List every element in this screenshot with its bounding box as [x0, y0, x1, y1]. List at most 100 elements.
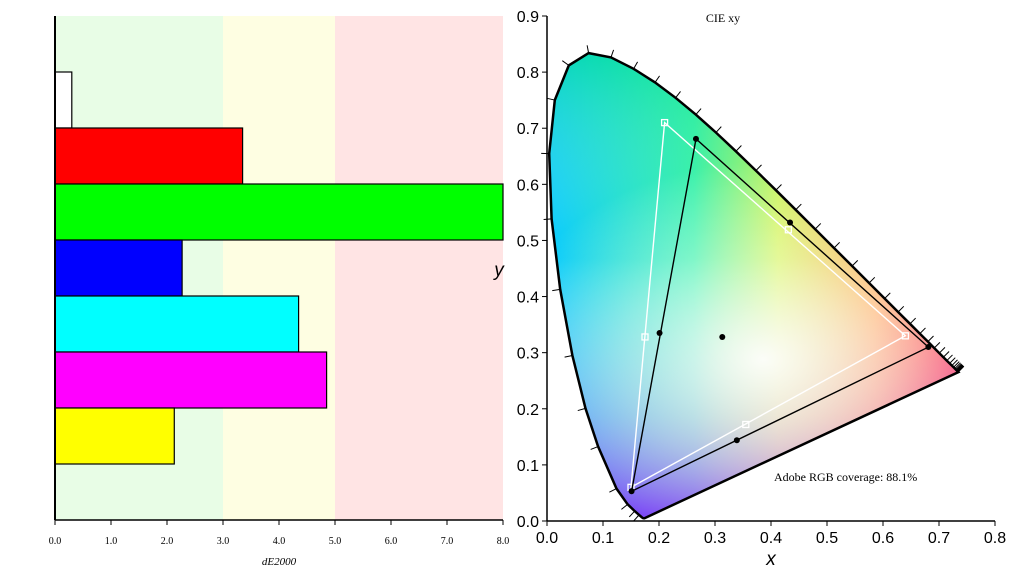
wavelength-tick [715, 126, 722, 133]
cie-y-label: y [492, 260, 505, 281]
measured-layer-point [656, 330, 663, 337]
cie-y-tick-label: 0.4 [517, 290, 539, 307]
cie-x-tick-label: 0.0 [536, 530, 558, 547]
measured-gamut [628, 135, 932, 495]
cie-x-tick-label: 0.2 [648, 530, 670, 547]
cie-x-ticks: 0.0 0.1 0.2 0.3 0.4 0.5 0.6 0.7 0.8 [536, 521, 1006, 547]
wavelength-tick [943, 351, 950, 358]
measured-layer-point [787, 219, 794, 226]
wavelength-tick [954, 362, 961, 369]
cie-y-tick-label: 0.1 [517, 458, 539, 475]
cie-x-tick-label: 0.5 [816, 530, 838, 547]
bar-x-tick-label: 5.0 [329, 536, 342, 547]
tolerance-zone-1 [223, 16, 335, 520]
wavelength-tick [562, 60, 570, 66]
wavelength-ticks [541, 45, 965, 522]
wavelength-tick [868, 276, 876, 284]
wavelength-tick [956, 364, 963, 371]
wavelength-tick [621, 503, 628, 510]
wavelength-tick [675, 91, 681, 99]
cie-x-label: x [765, 549, 777, 570]
cie-y-tick-label: 0.0 [517, 514, 539, 531]
wavelength-tick [552, 288, 561, 292]
wavelength-tick [735, 145, 742, 152]
wavelength-tick [628, 510, 636, 518]
bar-cyan [54, 295, 300, 353]
cie-color-fill [549, 53, 959, 519]
measured-layer-triangle [630, 137, 930, 493]
de2000-bars [54, 71, 504, 465]
bar-red [54, 127, 244, 185]
wavelength-tick [695, 108, 702, 115]
cie-y-tick-label: 0.7 [517, 121, 539, 138]
target-layer-point [901, 332, 910, 340]
wavelength-tick [956, 365, 964, 372]
wavelength-tick [953, 361, 960, 368]
wavelength-tick [938, 347, 946, 354]
cie-chart-title: CIE xy [706, 11, 740, 25]
cie-x-tick-label: 0.6 [872, 530, 894, 547]
wavelength-tick [586, 45, 590, 54]
cie-y-tick-label: 0.6 [517, 177, 539, 194]
measured-layer-point [925, 344, 932, 351]
wavelength-tick [577, 407, 586, 412]
wavelength-tick [775, 184, 782, 191]
wavelength-tick [919, 327, 926, 334]
bar-chart-x-ticks: 0.0 1.0 2.0 3.0 4.0 5.0 6.0 7.0 8.0 [49, 520, 510, 547]
cie-x-tick-label: 0.1 [592, 530, 614, 547]
wavelength-tick [909, 317, 916, 325]
bar-x-tick-label: 6.0 [385, 536, 398, 547]
target-layer-point [784, 226, 793, 234]
wavelength-tick [957, 365, 965, 373]
bar-white [54, 71, 73, 129]
cie-x-tick-label: 0.8 [984, 530, 1006, 547]
bar-blue [54, 239, 183, 297]
wavelength-tick [851, 260, 859, 267]
cie-y-ticks: 0.0 0.1 0.2 0.3 0.4 0.5 0.6 0.7 0.8 0.9 [517, 9, 547, 531]
wavelength-tick [609, 488, 617, 493]
white-point-marker [719, 333, 726, 340]
wavelength-tick [927, 335, 934, 342]
measured-layer-point [628, 488, 635, 495]
bar-x-tick-label: 1.0 [105, 536, 118, 547]
wavelength-tick [814, 223, 822, 230]
cie-y-tick-label: 0.8 [517, 65, 539, 82]
bar-x-tick-label: 8.0 [497, 536, 510, 547]
cie-x-tick-label: 0.7 [928, 530, 950, 547]
bar-green [54, 183, 504, 241]
target-layer-point [641, 333, 649, 341]
wavelength-tick [949, 357, 956, 364]
wavelength-tick [956, 364, 963, 371]
cie-y-tick-label: 0.2 [517, 402, 539, 419]
wavelength-tick [564, 354, 573, 358]
wavelength-tick [546, 97, 555, 101]
cie-x-tick-label: 0.4 [760, 530, 782, 547]
cie-y-tick-label: 0.5 [517, 233, 539, 250]
bar-x-tick-label: 2.0 [161, 536, 174, 547]
bar-chart-x-label: dE2000 [262, 556, 297, 568]
de2000-bar-chart: 0.0 1.0 2.0 3.0 4.0 5.0 6.0 7.0 8.0 dE2000 [49, 16, 510, 568]
bar-x-tick-label: 0.0 [49, 536, 62, 547]
measured-layer-point [692, 135, 699, 142]
wavelength-tick [633, 514, 640, 522]
bar-yellow [54, 407, 175, 465]
wavelength-tick [951, 359, 958, 366]
wavelength-tick [633, 61, 639, 70]
tolerance-zone-2 [335, 16, 503, 520]
wavelength-tick [833, 241, 841, 249]
wavelength-tick [933, 341, 941, 349]
tolerance-zones [55, 16, 503, 520]
wavelength-tick [955, 363, 962, 370]
bar-x-tick-label: 7.0 [441, 536, 454, 547]
measured-layer-point [733, 437, 740, 444]
bar-x-tick-label: 3.0 [217, 536, 230, 547]
target-layer-point [660, 118, 669, 127]
cie-y-tick-label: 0.9 [517, 9, 539, 26]
wavelength-tick [795, 203, 802, 211]
bar-magenta [54, 351, 328, 409]
wavelength-tick [755, 164, 762, 171]
cie-x-tick-label: 0.3 [704, 530, 726, 547]
wavelength-tick [946, 354, 953, 361]
bar-x-tick-label: 4.0 [273, 536, 286, 547]
